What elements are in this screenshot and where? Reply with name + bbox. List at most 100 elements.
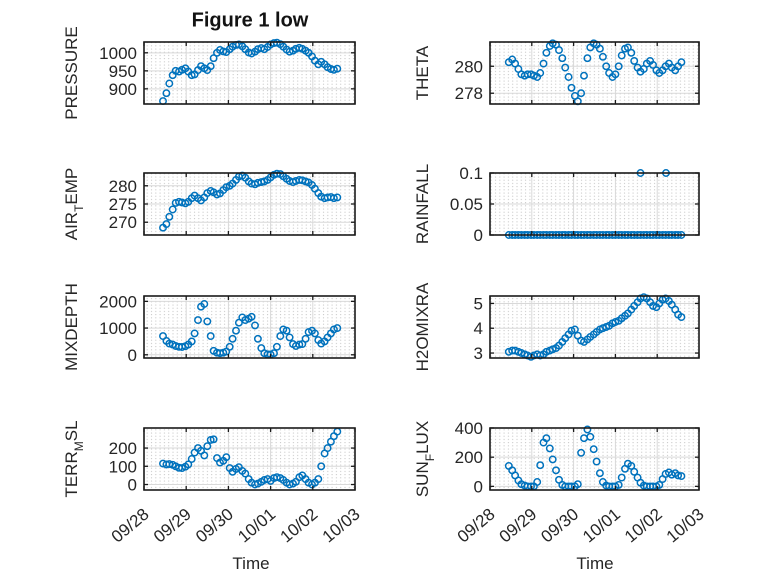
data-point-marker xyxy=(595,44,604,53)
ylabel-subscript: T xyxy=(72,204,87,212)
data-point-marker xyxy=(533,478,542,486)
data-point-marker xyxy=(222,453,231,462)
y-tick-label: 1000 xyxy=(99,319,137,338)
data-point-marker xyxy=(329,65,338,74)
plot-markers xyxy=(504,39,686,106)
data-point-marker xyxy=(228,334,237,343)
data-point-marker xyxy=(614,62,623,71)
data-point-marker xyxy=(586,432,595,441)
y-tick-label: 2000 xyxy=(99,292,137,311)
ylabel-text: PRESSURE xyxy=(61,26,81,120)
data-point-marker xyxy=(564,73,573,81)
data-point-marker xyxy=(187,337,196,346)
x-tick-label: 09/29 xyxy=(496,505,541,547)
data-point-marker xyxy=(677,58,686,67)
axes-box xyxy=(143,41,356,105)
data-point-marker xyxy=(206,62,215,71)
data-point-marker xyxy=(611,70,620,79)
x-tick-label: 10/01 xyxy=(579,505,624,547)
axes-box xyxy=(143,427,356,491)
data-point-marker xyxy=(577,89,586,98)
y-tick-label: 280 xyxy=(455,57,483,76)
data-point-marker xyxy=(165,212,174,221)
data-point-marker xyxy=(548,455,557,464)
data-point-marker xyxy=(317,462,326,471)
x-tick-label: 10/02 xyxy=(277,505,322,547)
data-point-marker xyxy=(333,324,342,333)
ylabel-text: TERR xyxy=(61,451,81,498)
data-point-marker xyxy=(539,59,548,68)
data-point-marker xyxy=(203,442,212,451)
y-tick-label: 0 xyxy=(128,346,137,365)
data-point-marker xyxy=(536,69,545,77)
data-point-marker xyxy=(329,194,338,203)
data-point-marker xyxy=(285,333,294,342)
data-point-marker xyxy=(583,54,592,63)
data-point-marker xyxy=(598,52,607,61)
data-point-marker xyxy=(162,220,171,229)
data-point-marker xyxy=(570,325,579,334)
figure-title: Figure 1 low xyxy=(191,9,309,32)
x-tick-label: 09/30 xyxy=(192,505,237,547)
y-tick-label: 0.1 xyxy=(459,164,483,183)
data-point-marker xyxy=(234,318,243,327)
data-point-marker xyxy=(561,63,570,72)
data-point-marker xyxy=(333,64,342,73)
data-point-marker xyxy=(225,342,234,351)
y-tick-label: 0 xyxy=(474,477,483,496)
ylabel-text: SUN xyxy=(412,461,432,498)
ylabel-text: AIR xyxy=(61,211,81,241)
data-point-marker xyxy=(165,339,174,348)
data-point-marker xyxy=(545,444,554,453)
data-point-marker xyxy=(272,342,281,351)
ylabel-text: MIXDEPTH xyxy=(61,283,81,371)
data-point-marker xyxy=(253,334,262,343)
x-tick-label: 09/30 xyxy=(537,505,582,547)
data-point-marker xyxy=(282,326,291,335)
data-point-marker xyxy=(602,62,611,71)
axes-box xyxy=(143,295,356,359)
x-axis-label-time-left: Time xyxy=(232,554,270,573)
data-point-marker xyxy=(589,445,598,454)
x-tick-label: 10/02 xyxy=(621,505,666,547)
data-point-marker xyxy=(272,473,281,482)
data-point-marker xyxy=(677,472,686,481)
y-tick-label: 0.05 xyxy=(450,195,483,214)
ylabel-subscript: M xyxy=(72,441,87,452)
data-point-marker xyxy=(209,435,218,444)
data-point-marker xyxy=(187,455,196,463)
data-point-marker xyxy=(203,317,212,326)
data-point-marker xyxy=(194,316,202,325)
x-tick-label: 10/03 xyxy=(319,505,364,547)
y-tick-label: 5 xyxy=(474,294,483,313)
y-tick-label: 270 xyxy=(109,213,137,232)
data-point-marker xyxy=(285,47,294,56)
x-tick-label: 09/29 xyxy=(150,505,195,547)
minor-grid xyxy=(490,42,699,104)
data-point-marker xyxy=(301,334,310,343)
plot-markers xyxy=(159,300,342,359)
data-point-marker xyxy=(200,451,209,460)
data-point-marker xyxy=(285,480,294,489)
y-tick-label: 100 xyxy=(109,457,137,476)
data-point-marker xyxy=(627,48,636,57)
data-point-marker xyxy=(200,300,209,308)
data-point-marker xyxy=(190,329,199,338)
y-tick-label: 4 xyxy=(474,319,483,338)
ylabel-text: RAINFALL xyxy=(412,163,432,245)
x-tick-label: 09/28 xyxy=(108,505,153,547)
x-tick-label: 10/03 xyxy=(663,505,708,547)
data-point-marker xyxy=(536,461,545,470)
y-tick-label: 0 xyxy=(474,226,483,245)
subplot-rainfall: 0 0.05 0.1 xyxy=(450,164,700,245)
minor-grid xyxy=(490,296,699,358)
data-point-marker xyxy=(241,469,250,478)
ylabel-text: SL xyxy=(61,420,81,442)
data-point-marker xyxy=(580,71,588,80)
